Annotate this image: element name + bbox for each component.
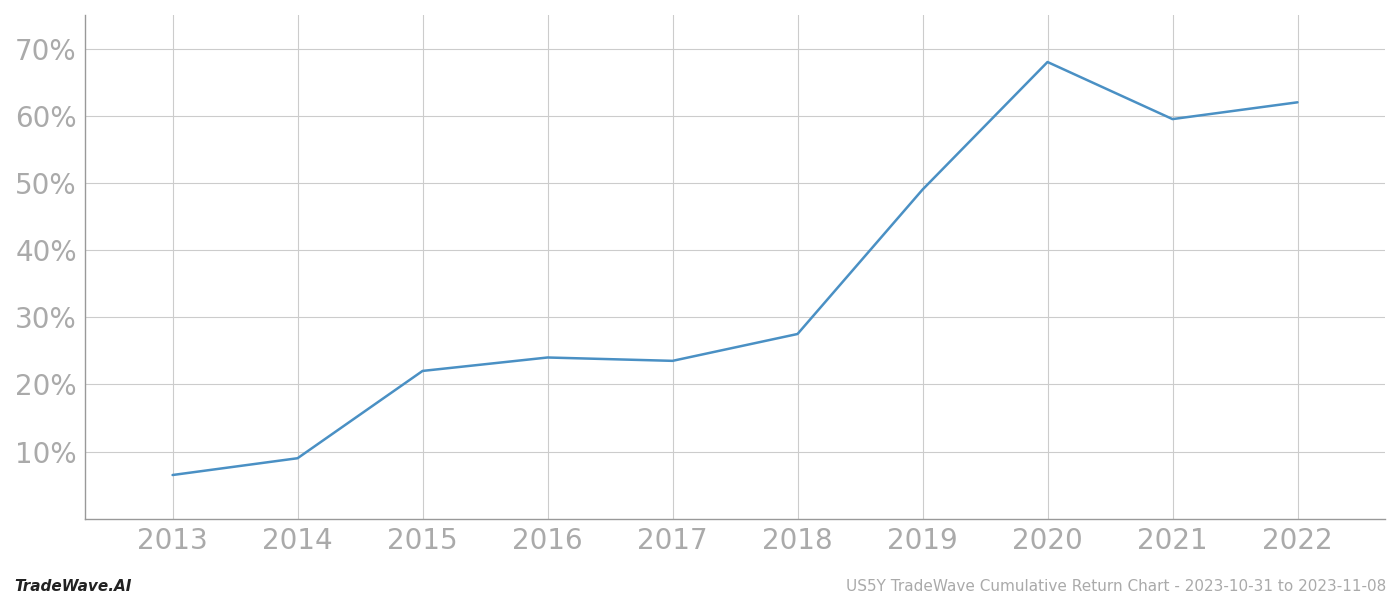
Text: TradeWave.AI: TradeWave.AI	[14, 579, 132, 594]
Text: US5Y TradeWave Cumulative Return Chart - 2023-10-31 to 2023-11-08: US5Y TradeWave Cumulative Return Chart -…	[846, 579, 1386, 594]
